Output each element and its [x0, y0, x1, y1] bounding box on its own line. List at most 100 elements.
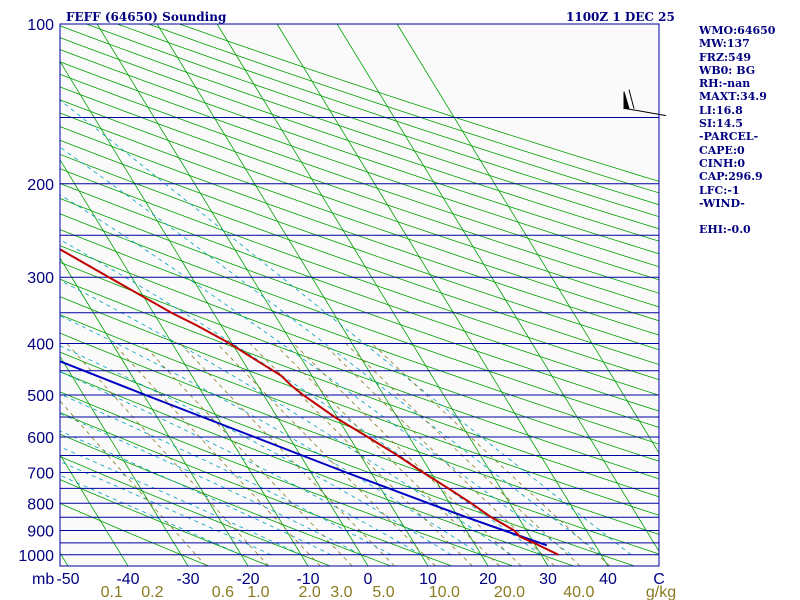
mixing-ratio-line [322, 343, 555, 566]
dry-adiabat [60, 433, 392, 566]
plot-frame [59, 23, 660, 567]
mixing-ratio-unit-label: g/kg [646, 584, 676, 600]
isotherm-line [60, 552, 69, 566]
wind-barb-feather [628, 89, 635, 109]
stat-item: CINH:0 [699, 156, 746, 170]
temperature-axis-end-label: C [653, 571, 665, 588]
dry-adiabat [60, 296, 659, 516]
dry-adiabat [60, 351, 635, 566]
stat-item: SI:14.5 [699, 117, 743, 131]
stat-item: FRZ:549 [699, 50, 752, 64]
isotherm-line [96, 24, 429, 566]
dry-adiabat [60, 371, 574, 566]
stat-item [699, 210, 775, 223]
dry-adiabat [60, 213, 659, 428]
mixing-ratio-tick-label: 40.0 [563, 584, 594, 600]
dry-adiabat [60, 126, 659, 336]
stat-item: WB0: BG [699, 63, 756, 77]
isotherm-line [60, 355, 189, 566]
dry-adiabat [60, 25, 659, 230]
temperature-tick-label: 10 [419, 571, 437, 588]
mixing-ratio-tick-label: 2.0 [298, 584, 320, 600]
dry-adiabat [148, 24, 659, 194]
mixing-ratio-tick-label: 0.1 [101, 584, 123, 600]
mixing-ratio-line [60, 400, 207, 566]
pressure-tick-label: 100 [27, 17, 54, 34]
temperature-trace [60, 248, 559, 556]
temperature-tick-label: -30 [176, 571, 199, 588]
dry-adiabat [60, 61, 659, 268]
mixing-ratio-line [293, 343, 522, 566]
isotherm-line [60, 60, 369, 566]
dry-adiabat [60, 391, 513, 566]
stat-item: CAP:296.9 [699, 170, 763, 184]
mixing-ratio-tick-label: 5.0 [372, 584, 394, 600]
stat-item: EHI:-0.0 [699, 223, 751, 237]
dry-adiabat [60, 153, 659, 365]
mixing-ratio-tick-label: 3.0 [330, 584, 352, 600]
sounding-profiles [60, 248, 559, 556]
mixing-ratio-line [345, 343, 581, 566]
sounding-time: 1100Z 1 DEC 25 [566, 10, 675, 24]
dry-adiabat [60, 229, 659, 445]
mixing-ratio-line [66, 343, 269, 566]
dry-adiabat [60, 37, 659, 242]
pressure-tick-label: 500 [27, 388, 54, 405]
isotherm-line [60, 453, 129, 566]
dry-adiabat [117, 24, 659, 206]
stat-item: MW:137 [699, 37, 750, 51]
mixing-ratio-line [142, 343, 353, 566]
mixing-ratio-line [113, 343, 321, 566]
dry-adiabat [60, 412, 452, 566]
pressure-tick-label: 300 [27, 270, 54, 287]
dry-adiabat [60, 183, 659, 396]
temperature-tick-label: -40 [116, 571, 139, 588]
pressure-tick-label: 700 [27, 466, 54, 483]
dry-adiabat [86, 24, 659, 218]
dry-adiabat [60, 112, 659, 322]
dry-adiabat [60, 86, 659, 294]
temperature-tick-label: -20 [236, 571, 259, 588]
isotherm-line [60, 257, 249, 566]
dry-adiabat [179, 24, 659, 182]
temperature-tick-label: 40 [599, 571, 617, 588]
dry-adiabat [60, 261, 659, 480]
stat-item: WMO:64650 [699, 24, 776, 37]
mixing-ratio-tick-label: 1.0 [247, 584, 269, 600]
dry-adiabat [60, 73, 659, 281]
stat-item: RH:-nan [699, 77, 751, 91]
dry-adiabat [60, 245, 659, 462]
mixing-ratio-line [371, 343, 611, 566]
temperature-tick-label: 20 [479, 571, 497, 588]
temperature-tick-label: -10 [296, 571, 319, 588]
pressure-tick-label: 400 [27, 337, 54, 354]
pressure-tick-label: 1000 [18, 548, 54, 565]
isotherm-line [0, 24, 8, 566]
dry-adiabat [60, 168, 659, 381]
pressure-tick-label: 600 [27, 430, 54, 447]
mixing-ratio-tick-label: 0.6 [212, 584, 234, 600]
mixing-ratio-line [274, 343, 500, 566]
stat-item: LI:16.8 [699, 103, 743, 117]
stat-item: MAXT:34.9 [699, 90, 767, 104]
dry-adiabat [60, 139, 659, 351]
mixing-ratio-tick-label: 10.0 [429, 584, 460, 600]
stat-item: -WIND- [699, 196, 745, 210]
wind-barb-pennant [623, 91, 630, 110]
isotherm-line [276, 24, 609, 566]
mixing-ratio-line [180, 343, 395, 566]
stat-item: LFC:-1 [699, 183, 740, 197]
stats-panel: WMO:64650 MW:137 FRZ:549 WB0: BG RH:-nan MAXT… [699, 24, 775, 237]
dry-adiabat [60, 278, 659, 498]
temperature-tick-label: -50 [56, 571, 79, 588]
isobar-lines [60, 23, 659, 567]
dry-adiabat [60, 99, 659, 308]
pressure-tick-label: 800 [27, 496, 54, 513]
pressure-tick-label: 200 [27, 177, 54, 194]
dry-adiabat [60, 314, 659, 535]
sounding-title: FEFF (64650) Sounding [66, 10, 227, 24]
mixing-ratio-tick-label: 20.0 [494, 584, 525, 600]
dry-adiabat [60, 49, 659, 255]
